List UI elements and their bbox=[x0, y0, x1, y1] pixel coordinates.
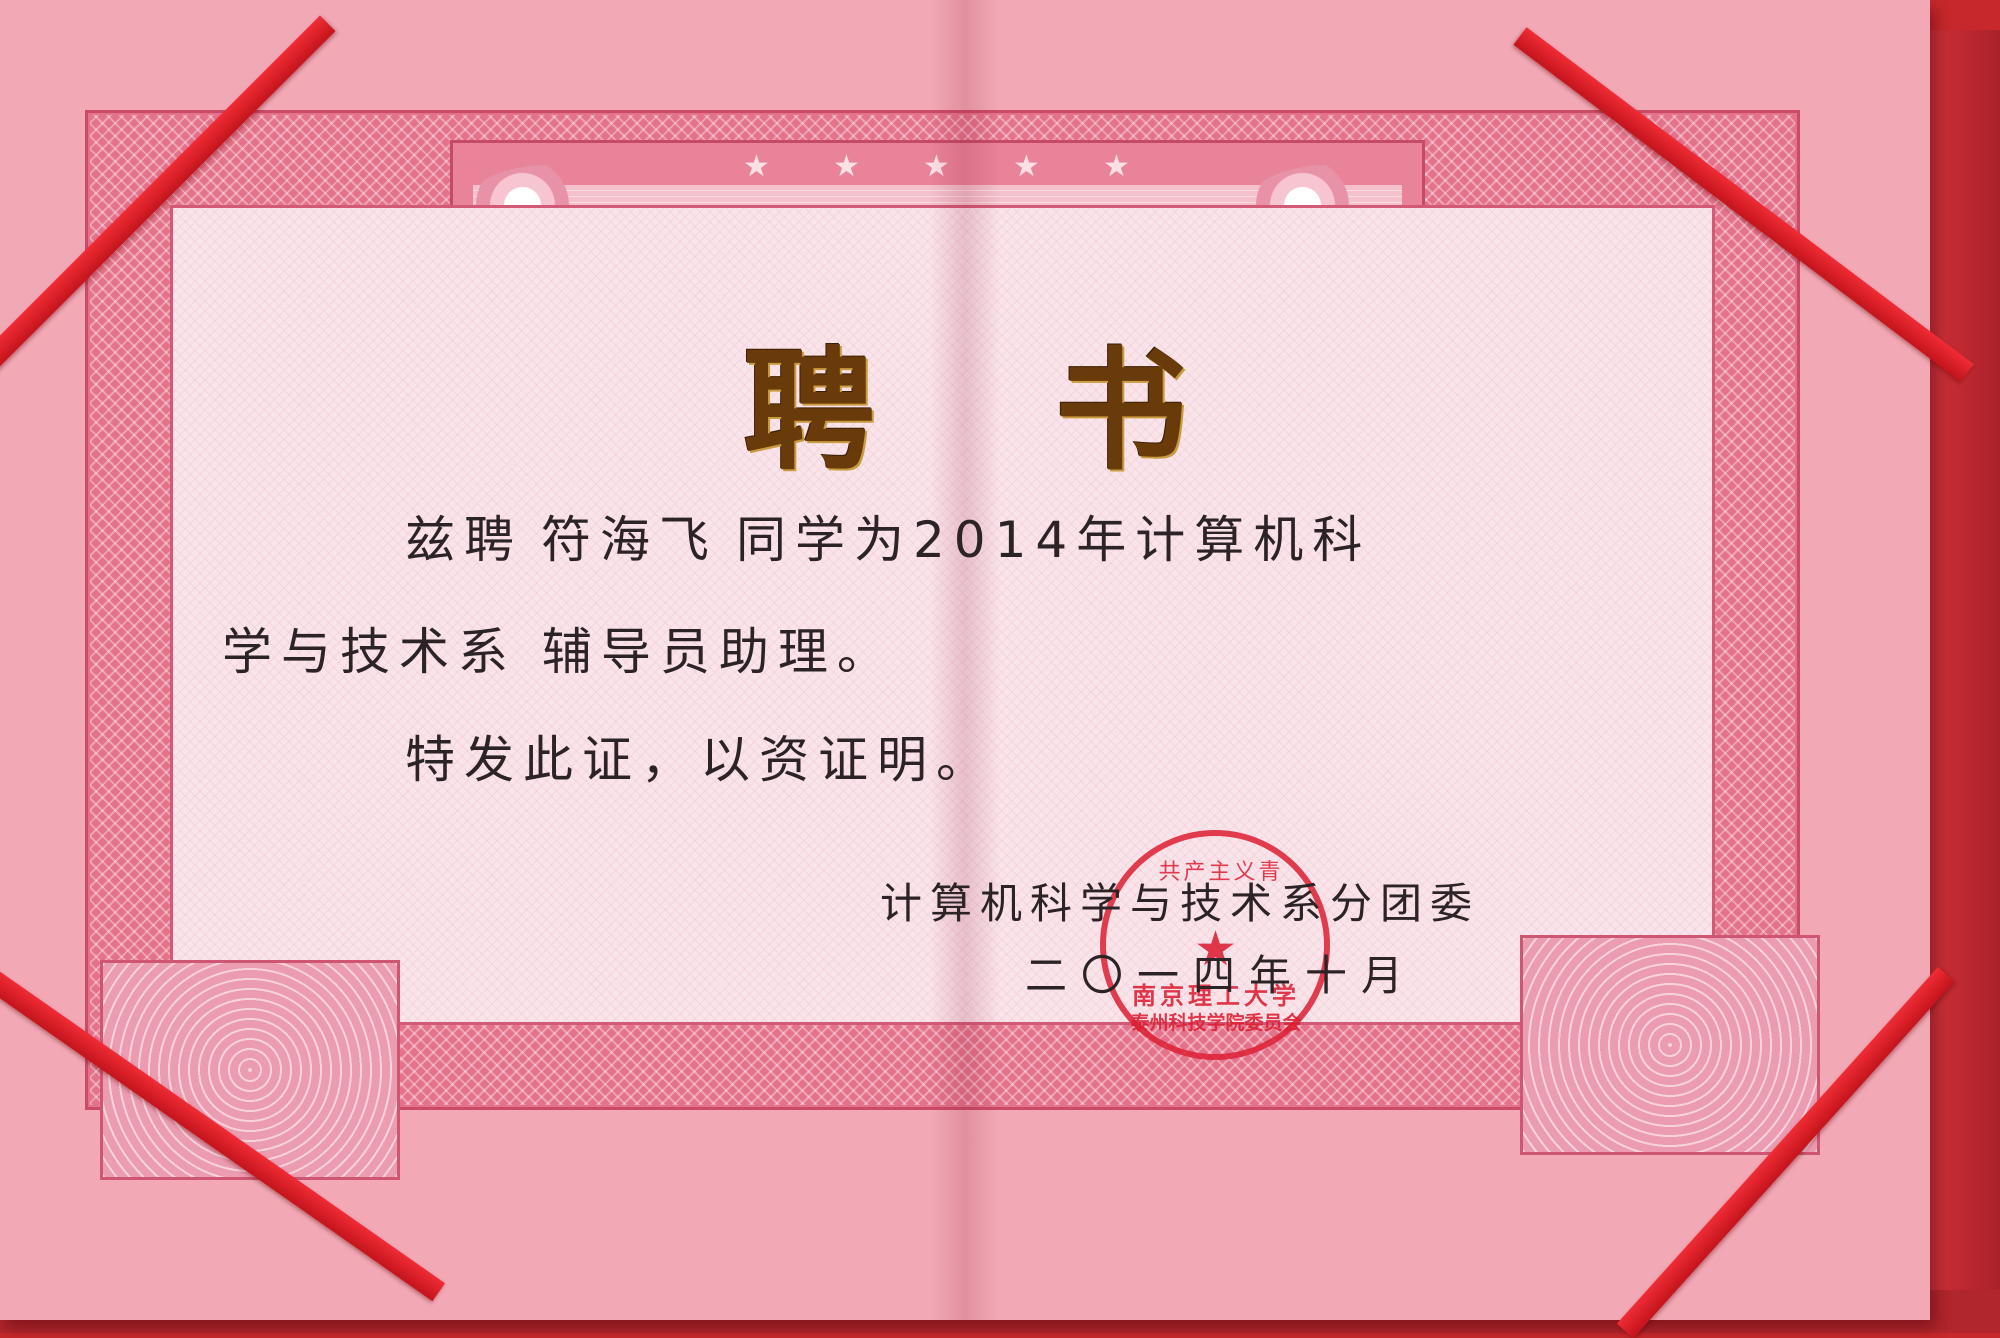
text-panel bbox=[170, 205, 1715, 1025]
body-line-2: 学与技术系 辅导员助理。 bbox=[222, 612, 896, 684]
seal-line-2: 泰州科技学院委员会 bbox=[1130, 1012, 1302, 1034]
seal-arc-text: 共产主义青 bbox=[1158, 860, 1284, 885]
recipient-name: 符海飞 bbox=[541, 511, 718, 569]
star-icon: ★ bbox=[1103, 149, 1130, 184]
role: 辅导员助理。 bbox=[541, 623, 896, 681]
star-icon: ★ bbox=[833, 149, 860, 184]
corner-ornament-bottom-right bbox=[1520, 935, 1820, 1155]
star-icon: ★ bbox=[1013, 149, 1040, 184]
certificate-title: 聘书 bbox=[743, 334, 1367, 489]
issue-date: 二〇一四年十月 bbox=[1025, 951, 1418, 1000]
department: 学与技术系 bbox=[222, 623, 517, 681]
seal-star-icon: ★ bbox=[1194, 921, 1238, 977]
star-icon: ★ bbox=[743, 149, 770, 184]
star-icon: ★ bbox=[923, 149, 950, 184]
appoint-suffix: 同学为2014年计算机科 bbox=[736, 511, 1372, 569]
issuer: 计算机科学与技术系分团委 bbox=[880, 879, 1481, 928]
corner-ornament-bottom-left bbox=[100, 960, 400, 1180]
appoint-prefix: 兹聘 bbox=[405, 511, 523, 569]
body-line-1: 兹聘 符海飞 同学为2014年计算机科 bbox=[405, 500, 1371, 572]
official-seal: 共产主义青 ★ 南京理工大学 泰州科技学院委员会 bbox=[1100, 830, 1330, 1060]
seal-line-1: 南京理工大学 bbox=[1132, 982, 1300, 1010]
booklet-spine bbox=[930, 0, 1000, 1320]
body-line-3: 特发此证，以资证明。 bbox=[405, 731, 995, 789]
